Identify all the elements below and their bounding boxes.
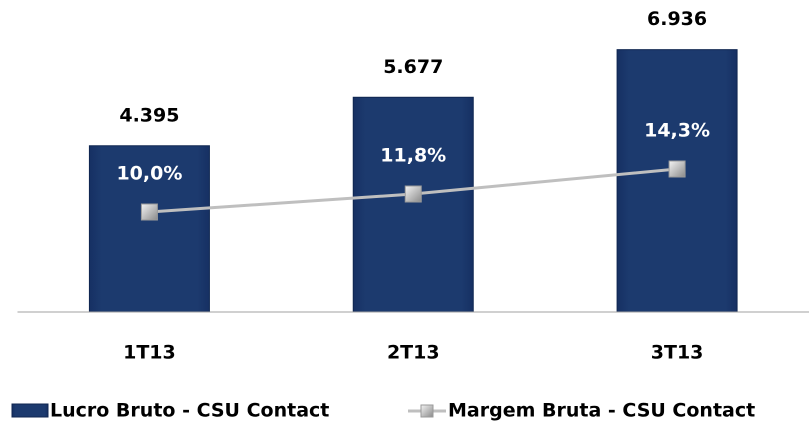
x-tick-label: 2T13 xyxy=(387,342,440,364)
legend-marker xyxy=(420,404,434,418)
line-value-label: 10,0% xyxy=(116,163,182,185)
line-value-label: 11,8% xyxy=(380,145,446,167)
bar-value-label: 4.395 xyxy=(119,104,179,126)
legend-label: Lucro Bruto - CSU Contact xyxy=(50,400,329,422)
x-tick-label: 3T13 xyxy=(651,342,704,364)
x-tick-label: 1T13 xyxy=(123,342,176,364)
line-marker xyxy=(140,203,158,221)
legend-label: Margem Bruta - CSU Contact xyxy=(448,400,755,422)
bar xyxy=(88,145,210,313)
bar xyxy=(352,96,474,313)
bar xyxy=(616,49,738,313)
legend-swatch xyxy=(11,403,49,418)
line-marker xyxy=(668,160,686,178)
line-value-label: 14,3% xyxy=(644,120,710,142)
bar-value-label: 6.936 xyxy=(647,8,707,30)
bar-value-label: 5.677 xyxy=(383,56,443,78)
line-marker xyxy=(404,185,422,203)
